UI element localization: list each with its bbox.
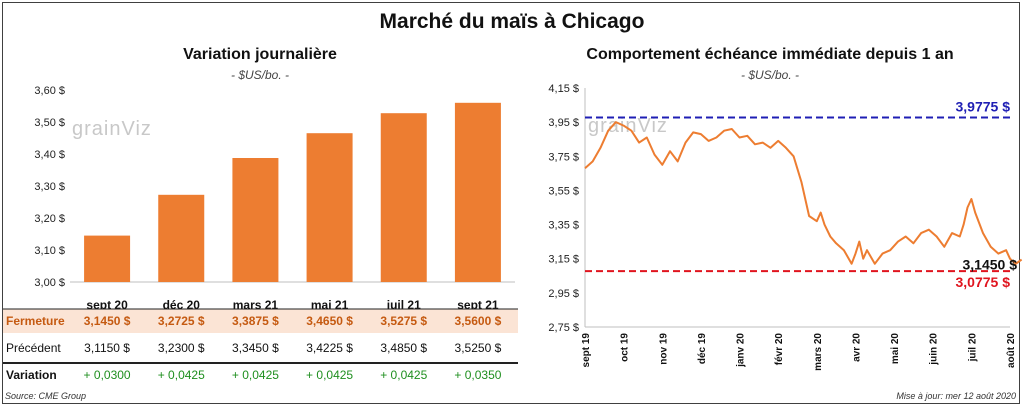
table-cell: + 0,0425: [306, 368, 353, 382]
table-cell: 3,3450 $: [232, 341, 279, 355]
table-cell: 3,5250 $: [455, 341, 502, 355]
bar: [84, 235, 131, 282]
table-cell: + 0,0300: [84, 368, 131, 382]
bar: [380, 113, 427, 282]
line-chart-unit: - $US/bo. -: [740, 68, 800, 82]
table-cell: 3,1150 $: [84, 341, 130, 355]
x-tick-label: sept 19: [581, 333, 592, 368]
bar: [232, 158, 279, 282]
x-tick-label: juin 20: [929, 333, 940, 366]
bar-chart-title: Variation journalière: [183, 46, 337, 63]
y-tick-label: 2,75 $: [548, 322, 579, 334]
source-note: Source: CME Group: [5, 391, 87, 401]
y-tick-label: 3,50 $: [34, 117, 65, 129]
y-tick-label: 3,15 $: [548, 254, 579, 266]
y-tick-label: 3,95 $: [548, 117, 579, 129]
high-label: 3,9775 $: [956, 98, 1011, 114]
line-chart: 2,75 $ 2,95 $ 3,15 $ 3,35 $ 3,55 $ 3,75 $ 3,95…: [548, 83, 1023, 371]
table-cell: 3,5600 $: [455, 314, 502, 328]
x-tick-label: nov 19: [658, 333, 669, 365]
y-tick-label: 3,20 $: [34, 213, 65, 225]
bar-chart: 3,00 $ 3,10 $ 3,20 $ 3,30 $ 3,40 $ 3,50 $ 3,60…: [3, 85, 518, 382]
table-cell: + 0,0425: [380, 368, 427, 382]
x-tick-label: oct 19: [620, 333, 631, 362]
low-label: 3,0775 $: [956, 274, 1011, 290]
table-cell: 3,4850 $: [380, 341, 427, 355]
bar: [158, 194, 205, 282]
table-cell: + 0,0425: [158, 368, 205, 382]
figure-frame: [2, 2, 1020, 404]
y-tick-label: 4,15 $: [548, 83, 579, 95]
bar-chart-unit: - $US/bo. -: [230, 68, 290, 82]
table-cell: 3,3875 $: [232, 314, 279, 328]
table-cell: 3,2300 $: [158, 341, 205, 355]
y-tick-label: 3,75 $: [548, 151, 579, 163]
x-tick-label: avr 20: [851, 333, 862, 362]
table-cell: + 0,0425: [232, 368, 279, 382]
watermark-left: grainViz: [72, 118, 152, 140]
y-tick-label: 3,55 $: [548, 185, 579, 197]
x-tick-label: janv 20: [736, 333, 747, 368]
x-tick-label: déc 19: [697, 333, 708, 365]
series-line: [584, 121, 1023, 265]
table-cell: 3,4650 $: [306, 314, 353, 328]
x-tick-label: juil 20: [967, 333, 978, 363]
x-tick-label: févr 20: [774, 333, 785, 366]
table-row-label: Précédent: [6, 341, 61, 355]
table-cell: 3,5275 $: [380, 314, 427, 328]
x-tick-label: mars 20: [813, 333, 824, 371]
table-cell: 3,2725 $: [158, 314, 205, 328]
x-tick-label: août 20: [1006, 333, 1017, 368]
y-tick-label: 3,40 $: [34, 149, 65, 161]
line-chart-title: Comportement échéance immédiate depuis 1…: [586, 46, 954, 63]
table-row-label: Fermeture: [6, 314, 65, 328]
y-tick-label: 3,10 $: [34, 245, 65, 257]
table-cell: + 0,0350: [454, 368, 501, 382]
fermeture-row-bg: [3, 309, 518, 333]
page-title: Marché du maïs à Chicago: [379, 10, 645, 33]
bar: [306, 133, 353, 282]
update-note: Mise à jour: mer 12 août 2020: [896, 391, 1016, 401]
x-tick-label: mai 20: [890, 333, 901, 365]
last-value-label: 3,1450 $: [963, 257, 1018, 273]
y-tick-label: 3,35 $: [548, 220, 579, 232]
bar: [454, 102, 501, 282]
table-cell: 3,4225 $: [306, 341, 353, 355]
y-tick-label: 3,30 $: [34, 181, 65, 193]
table-row-label: Variation: [6, 368, 57, 382]
y-tick-label: 3,60 $: [34, 85, 65, 97]
table-cell: 3,1450 $: [84, 314, 131, 328]
y-tick-label: 3,00 $: [34, 277, 65, 289]
y-tick-label: 2,95 $: [548, 288, 579, 300]
